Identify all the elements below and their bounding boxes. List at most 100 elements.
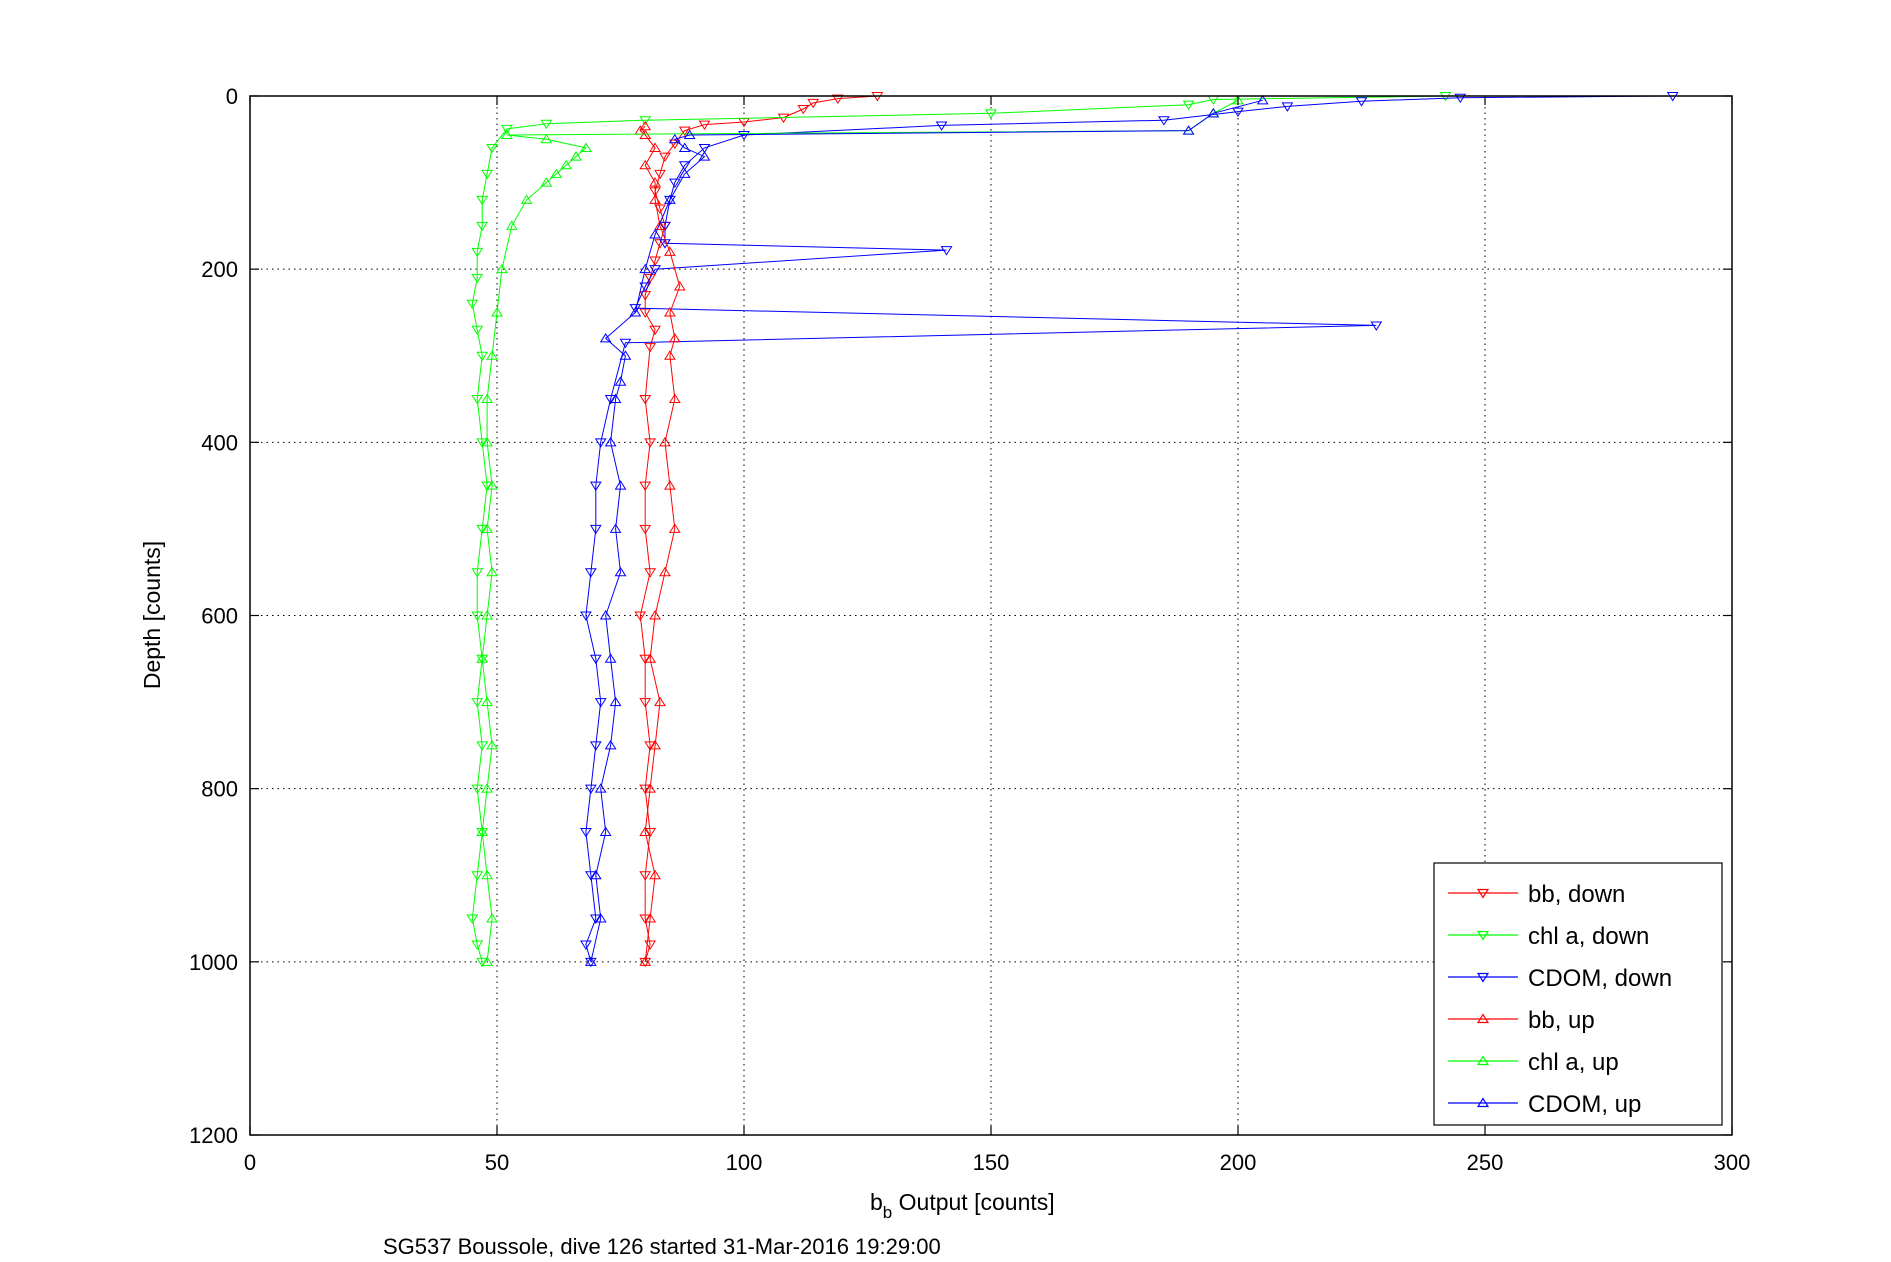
data-point <box>668 393 681 404</box>
data-point <box>580 142 592 152</box>
data-point <box>639 116 652 126</box>
data-point <box>481 523 494 533</box>
data-point <box>589 524 602 535</box>
data-point <box>629 307 642 317</box>
x-tick-label: 300 <box>1714 1150 1751 1175</box>
data-point <box>644 438 657 448</box>
data-point <box>659 566 671 577</box>
data-point <box>649 194 661 204</box>
data-point <box>589 654 602 665</box>
data-point <box>471 940 484 950</box>
data-point <box>644 827 657 838</box>
data-point <box>738 130 750 141</box>
data-point <box>639 698 652 708</box>
legend-label: bb, up <box>1528 1007 1595 1034</box>
data-point <box>471 568 484 578</box>
data-point <box>481 481 494 492</box>
data-point <box>639 263 652 274</box>
data-point <box>639 395 652 405</box>
data-point <box>599 332 612 343</box>
legend-entry: CDOM, up <box>1448 1091 1641 1118</box>
x-tick-label: 100 <box>726 1150 763 1175</box>
data-point <box>1454 93 1467 104</box>
figure-caption: SG537 Boussole, dive 126 started 31-Mar-… <box>383 1234 941 1259</box>
y-tick-label: 600 <box>201 604 238 629</box>
data-point <box>496 263 508 274</box>
data-point <box>639 784 652 795</box>
data-point <box>476 653 489 663</box>
data-point <box>659 221 671 232</box>
data-point <box>589 869 602 880</box>
x-axis-label: bb Output [counts] <box>870 1189 1055 1222</box>
data-point <box>668 523 681 533</box>
data-point <box>698 143 711 154</box>
data-point <box>584 784 597 795</box>
legend-swatch-marker <box>1476 1055 1490 1066</box>
legend: bb, down chl a, down CDOM, down bb, up chl a… <box>1433 862 1723 1126</box>
y-axis-label: Depth [counts] <box>139 541 165 689</box>
data-point <box>540 177 553 187</box>
data-point <box>614 566 627 577</box>
data-point <box>481 393 494 404</box>
data-point <box>1256 94 1269 105</box>
data-point <box>486 739 498 750</box>
data-point <box>649 229 661 239</box>
legend-swatch-marker <box>1476 1097 1490 1108</box>
data-point <box>639 914 652 924</box>
data-point <box>471 698 484 708</box>
data-point <box>471 871 484 881</box>
data-point <box>594 438 607 448</box>
data-point <box>505 220 518 230</box>
data-point <box>659 436 671 447</box>
data-point <box>486 480 498 490</box>
series-1 <box>466 92 1452 968</box>
data-point <box>668 178 681 189</box>
data-point <box>476 438 489 448</box>
data-point <box>476 741 489 751</box>
data-point <box>663 194 676 204</box>
data-point <box>654 696 666 707</box>
data-point <box>678 161 691 171</box>
x-tick-label: 200 <box>1220 1150 1257 1175</box>
data-point <box>678 168 691 178</box>
data-point <box>644 343 657 353</box>
data-point <box>1355 97 1368 107</box>
legend-label: CDOM, down <box>1528 965 1672 992</box>
legend-swatch-marker <box>1476 930 1490 941</box>
x-tick-label: 50 <box>485 1150 509 1175</box>
data-point <box>500 124 513 135</box>
data-point <box>644 940 657 950</box>
data-point <box>609 523 622 533</box>
series-line <box>481 99 1239 962</box>
data-point <box>589 481 602 492</box>
data-point <box>639 871 652 881</box>
data-point <box>663 350 676 360</box>
legend-swatch-marker <box>1476 888 1490 899</box>
series-line <box>471 95 1446 962</box>
data-point <box>639 159 652 170</box>
data-point <box>476 351 489 362</box>
legend-entry: chl a, down <box>1448 923 1649 950</box>
data-point <box>659 152 671 163</box>
series-line <box>639 125 681 962</box>
series-0 <box>634 92 884 968</box>
data-point <box>654 169 666 180</box>
data-point <box>673 281 686 291</box>
data-point <box>663 246 676 256</box>
data-point <box>466 914 479 924</box>
data-point <box>777 113 790 124</box>
data-point <box>580 611 592 621</box>
data-point <box>668 133 681 144</box>
y-tick-label: 800 <box>201 777 238 802</box>
y-tick-label: 400 <box>201 430 238 455</box>
legend-label: chl a, down <box>1528 923 1649 950</box>
data-point <box>649 256 661 266</box>
data-point <box>678 142 691 152</box>
y-tick-label: 0 <box>226 84 238 109</box>
legend-label: chl a, up <box>1528 1049 1619 1076</box>
data-point <box>476 221 489 232</box>
data-point <box>629 304 642 314</box>
data-point <box>584 956 597 966</box>
data-point <box>644 653 657 663</box>
